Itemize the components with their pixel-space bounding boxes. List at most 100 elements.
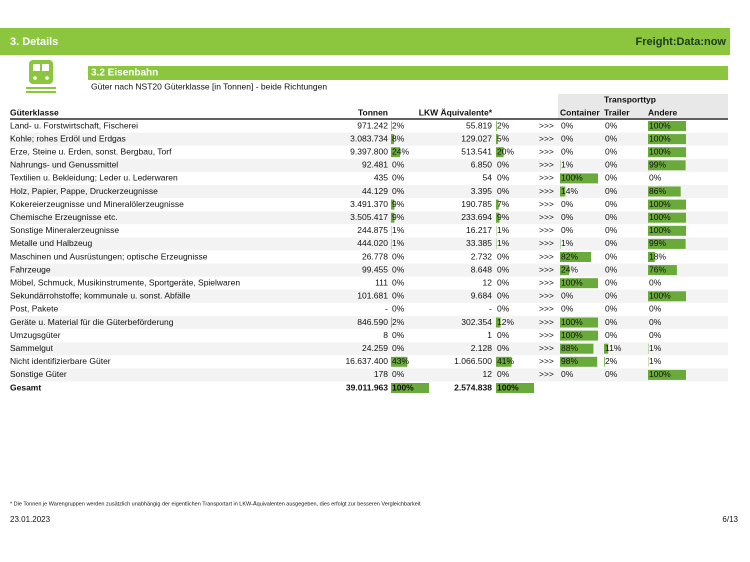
arrow: >>> [539,291,554,301]
share-bar [648,265,677,276]
share-label: 2% [497,120,510,130]
tonnen: 8 [383,330,388,340]
lkw: 16.217 [466,225,492,235]
footer-page: 6/13 [722,515,738,524]
share-bar [391,134,395,145]
share-label: 99% [649,238,666,248]
share-label: 0% [561,212,574,222]
col-header: Trailer [604,107,630,117]
share-label: 20% [497,146,514,156]
share-label: 0% [605,238,618,248]
share-label: 9% [392,199,405,209]
row-name: Chemische Erzeugnisse etc. [10,212,118,222]
arrow: >>> [539,317,554,327]
share-label: 0% [605,133,618,143]
share-bar [648,225,686,236]
share-label: 0% [497,264,510,274]
share-bar [560,317,598,328]
share-label: 100% [497,382,519,392]
share-label: 0% [605,212,618,222]
share-label: 2% [392,120,405,130]
lkw: 513.541 [461,146,492,156]
arrow: >>> [539,251,554,261]
tonnen: 971.242 [357,120,388,130]
share-label: 88% [561,343,578,353]
share-bar [391,356,408,367]
arrow: >>> [539,238,554,248]
share-label: 11% [605,343,622,353]
lkw: 6.850 [471,160,493,170]
lkw: 12 [483,277,493,287]
lkw: 233.694 [461,212,492,222]
row-name: Geräte u. Material für die Güterbeförder… [10,317,174,327]
share-label: 0% [497,369,510,379]
share-label: 100% [649,120,671,130]
arrow: >>> [539,120,554,130]
row-stripe [10,185,728,199]
share-bar [560,356,598,367]
row-name: Post, Pakete [10,304,58,314]
tonnen: 435 [374,173,388,183]
share-label: 0% [497,160,510,170]
share-label: 0% [497,304,510,314]
share-label: 98% [561,356,578,366]
share-label: 100% [649,291,671,301]
share-label: 100% [561,317,583,327]
share-label: 5% [497,133,510,143]
share-label: 100% [649,146,671,156]
share-label: 18% [649,251,666,261]
share-label: 8% [392,133,405,143]
share-label: 24% [561,264,578,274]
share-bar [560,173,598,184]
arrow: >>> [539,133,554,143]
row-name: Nahrungs- und Genussmittel [10,160,118,170]
tonnen: 3.491.370 [350,199,388,209]
share-label: 0% [497,251,510,261]
share-bar [604,356,605,367]
row-name: Nicht identifizierbare Güter [10,356,111,366]
total-tonnen: 39.011.963 [346,382,388,392]
share-label: 100% [649,133,671,143]
share-label: 100% [649,369,671,379]
tonnen: 92.481 [362,160,388,170]
share-bar [391,199,395,210]
share-label: 76% [649,264,666,274]
share-label: 0% [649,277,662,287]
share-label: 100% [561,277,583,287]
row-name: Fahrzeuge [10,264,51,274]
share-bar [496,383,534,393]
share-label: 0% [561,133,574,143]
share-label: 1% [649,356,662,366]
arrow: >>> [539,277,554,287]
share-label: 24% [392,146,409,156]
col-header: Container [560,107,600,117]
tonnen: 444.020 [357,238,388,248]
tonnen: 244.875 [357,225,388,235]
share-label: 0% [605,291,618,301]
share-label: 0% [392,304,405,314]
share-label: 0% [605,146,618,156]
share-bar [560,186,566,197]
share-label: 0% [497,277,510,287]
tonnen: 846.590 [357,317,388,327]
arrow: >>> [539,330,554,340]
share-label: 0% [605,160,618,170]
share-label: 100% [561,330,583,340]
share-bar [391,212,395,223]
row-stripe [10,342,728,356]
share-bar [560,265,570,276]
share-bar [648,121,686,131]
share-label: 82% [561,251,578,261]
row-name: Holz, Papier, Pappe, Druckerzeugnisse [10,186,158,196]
share-label: 0% [605,264,618,274]
lkw: 2.128 [471,343,493,353]
col-header: Tonnen [358,107,388,117]
train-icon [26,60,56,93]
footer-date: 23.01.2023 [10,515,51,524]
share-bar [391,121,392,131]
row-stripe [10,211,728,225]
share-label: 0% [561,304,574,314]
arrow: >>> [539,146,554,156]
table-body: Land- u. Forstwirtschaft, Fischerei 971.2… [10,120,728,393]
